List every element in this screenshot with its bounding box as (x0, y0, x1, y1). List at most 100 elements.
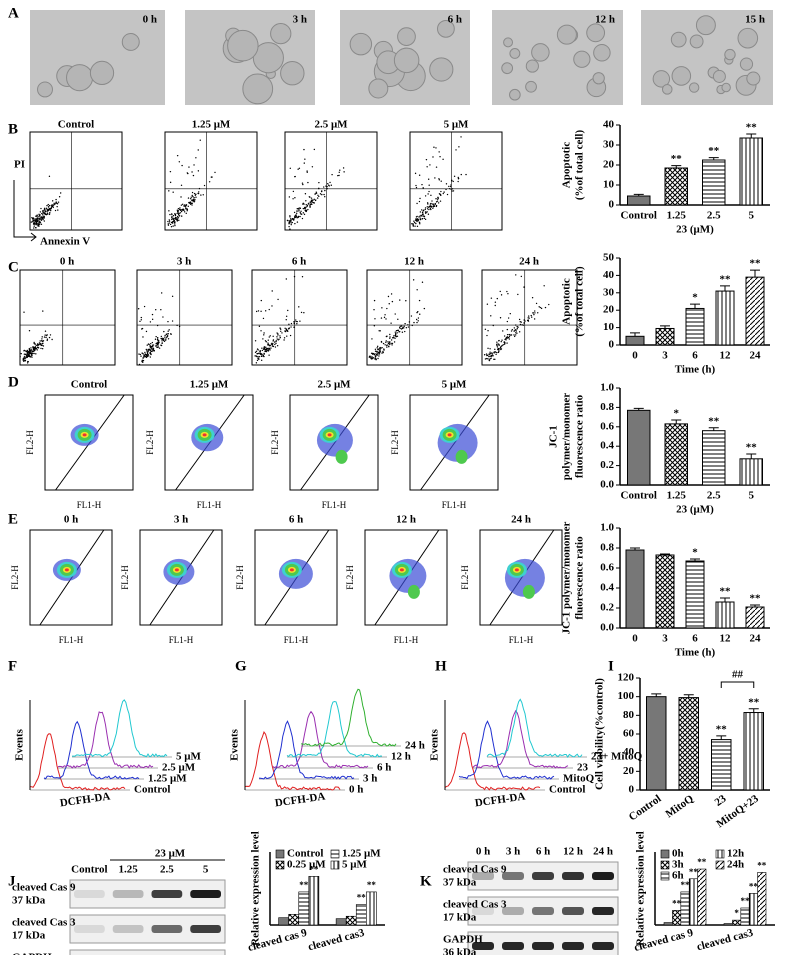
dot (413, 220, 415, 222)
dot (395, 330, 398, 332)
dot (515, 332, 517, 334)
dot (383, 349, 385, 351)
dot (433, 146, 435, 148)
panel-letter: K (420, 873, 432, 889)
dot (190, 196, 192, 198)
dot (419, 215, 421, 217)
dot (507, 293, 509, 295)
dot (260, 310, 262, 313)
error-bar (660, 553, 670, 555)
dot (516, 332, 518, 334)
dot (299, 212, 301, 214)
dot (176, 215, 179, 218)
dot (31, 356, 33, 358)
bar (664, 423, 688, 486)
legend-label: 3h (672, 859, 684, 871)
dot (19, 356, 21, 358)
dot (274, 343, 276, 346)
dot (27, 360, 29, 363)
dot (418, 216, 420, 218)
dot (142, 357, 144, 359)
dot (376, 351, 378, 353)
dot (303, 213, 306, 216)
dot (281, 332, 283, 334)
trace (71, 699, 168, 758)
row-label: 37 kDa (443, 877, 477, 889)
dot (20, 352, 22, 355)
dot (331, 173, 333, 176)
dot (318, 181, 320, 184)
dot (176, 212, 178, 215)
panel-letter: E (8, 511, 18, 527)
dot (255, 350, 258, 353)
bar (702, 430, 726, 486)
dot (378, 352, 381, 354)
dot (45, 210, 47, 213)
significance: ** (309, 864, 319, 874)
trace (272, 710, 369, 769)
trace (486, 698, 583, 758)
dot (267, 347, 269, 350)
dot (152, 348, 155, 350)
y-tick-label: 40 (623, 746, 635, 758)
error-bar (720, 285, 730, 292)
dot (382, 351, 384, 354)
dot (42, 218, 44, 221)
dot (428, 184, 430, 186)
dot (276, 332, 278, 334)
dot (302, 212, 305, 214)
dot (393, 336, 395, 339)
dot (426, 208, 429, 210)
dot (157, 341, 159, 344)
dot (531, 316, 533, 318)
plot-title: 5 μM (442, 379, 467, 391)
cell (573, 50, 591, 68)
dot (184, 205, 186, 208)
dot (496, 346, 499, 348)
dot (498, 343, 500, 346)
legend-label: 1.25 μM (342, 848, 381, 860)
trace (244, 731, 341, 791)
dot (198, 191, 200, 193)
cell (531, 43, 550, 62)
dot (452, 180, 454, 183)
dot (430, 202, 432, 205)
dot (498, 349, 500, 351)
dot (375, 353, 378, 356)
dot (268, 336, 270, 338)
dot (55, 202, 57, 205)
dot (148, 343, 150, 346)
legend-label: 12h (727, 848, 744, 860)
dot (49, 334, 52, 336)
dot (343, 171, 345, 173)
dot (152, 346, 154, 348)
dot (401, 331, 404, 333)
dot (377, 348, 379, 350)
dot (258, 352, 260, 354)
dot (302, 203, 304, 205)
dot (48, 175, 51, 178)
legend-swatch (275, 849, 285, 859)
y-axis-label: Apoptotic (561, 142, 573, 189)
dot (425, 212, 427, 214)
band (592, 942, 614, 950)
dot (288, 327, 291, 329)
error-bar (746, 133, 757, 138)
dot (186, 208, 189, 211)
dot (142, 361, 144, 364)
dot (25, 350, 27, 352)
significance: ** (750, 593, 762, 605)
dot (261, 347, 263, 349)
trace (444, 732, 541, 791)
dot (254, 340, 257, 342)
dot (298, 207, 300, 209)
density (447, 433, 452, 437)
plot-title: 6 h (289, 514, 303, 526)
dot (256, 353, 258, 355)
dot (40, 340, 43, 342)
cell (501, 62, 514, 75)
significance: ** (697, 857, 707, 867)
dot (140, 319, 143, 321)
band (74, 925, 105, 933)
dot (422, 187, 424, 189)
